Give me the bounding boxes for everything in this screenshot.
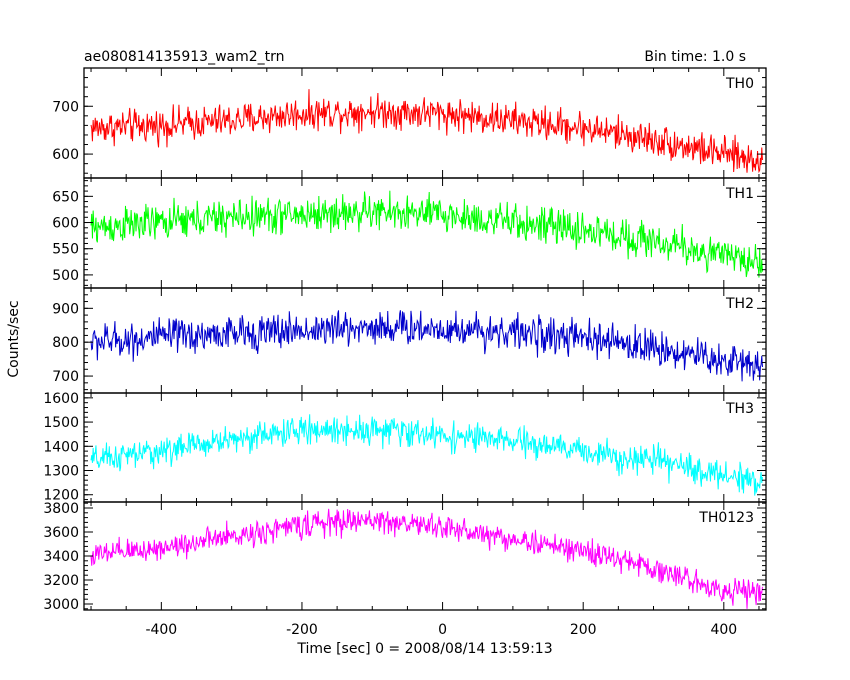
y-tick-label: 3200 (43, 573, 79, 589)
y-tick-label: 1200 (43, 488, 79, 504)
panel-label: TH2 (725, 296, 754, 312)
x-tick-label: 400 (710, 622, 737, 638)
x-axis-label: Time [sec] 0 = 2008/08/14 13:59:13 (296, 641, 552, 657)
plot-title: ae080814135913_wam2_trn (84, 49, 285, 65)
y-tick-label: 550 (52, 242, 79, 258)
panel-frame (83, 392, 767, 503)
panel-th3: 1200 1300 1400 1500 1600 TH3 (43, 391, 767, 504)
y-axis-label: Counts/sec (6, 300, 22, 377)
y-tick-label: 1500 (43, 415, 79, 431)
y-tick-label: 700 (52, 369, 79, 385)
y-tick-label: 650 (52, 189, 79, 205)
x-tick-label: -400 (145, 622, 177, 638)
x-tick-label: 0 (438, 622, 447, 638)
y-tick-label: 1400 (43, 439, 79, 455)
panel-th1: 500 550 600 650 TH1 (52, 177, 767, 289)
panel-label: TH0123 (698, 510, 754, 526)
series-th3 (90, 414, 763, 496)
series-th2 (90, 310, 763, 382)
panel-stack: 600 700 TH0 500 550 600 650 TH1 700 800 900 TH2 1200… (43, 67, 767, 613)
y-tick-label: 800 (52, 335, 79, 351)
y-tick-label: 600 (52, 147, 79, 163)
y-tick-label: 700 (52, 99, 79, 115)
x-tick-label: -200 (286, 622, 318, 638)
y-tick-label: 900 (52, 301, 79, 317)
series-th1 (90, 190, 763, 278)
panel-frame (83, 67, 767, 179)
series-th0 (90, 89, 763, 174)
panel-label: TH1 (725, 186, 754, 202)
x-axis: -400 -200 0 200 400 (145, 622, 737, 638)
y-tick-label: 1600 (43, 391, 79, 407)
y-tick-label: 3800 (43, 501, 79, 517)
panel-label: TH3 (725, 401, 754, 417)
series-th0123 (90, 508, 763, 609)
bin-time-label: Bin time: 1.0 s (644, 49, 746, 65)
y-tick-label: 1300 (43, 464, 79, 480)
y-tick-label: 500 (52, 268, 79, 284)
y-tick-label: 600 (52, 216, 79, 232)
panel-th0123: 3000 3200 3400 3600 3800 TH0123 (43, 501, 767, 613)
panel-th2: 700 800 900 TH2 (52, 287, 767, 394)
x-tick-label: 200 (570, 622, 597, 638)
y-tick-label: 3600 (43, 525, 79, 541)
y-tick-label: 3400 (43, 549, 79, 565)
panel-label: TH0 (725, 76, 754, 92)
panel-th0: 600 700 TH0 (52, 67, 767, 179)
y-tick-label: 3000 (43, 597, 79, 613)
